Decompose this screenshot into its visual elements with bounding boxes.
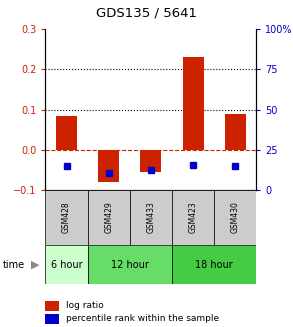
Bar <box>45 245 88 284</box>
Bar <box>88 245 172 284</box>
Bar <box>214 190 256 245</box>
Bar <box>88 190 130 245</box>
Text: percentile rank within the sample: percentile rank within the sample <box>66 314 219 323</box>
Bar <box>45 190 88 245</box>
Text: GSM433: GSM433 <box>146 201 155 233</box>
Bar <box>172 190 214 245</box>
Text: GSM428: GSM428 <box>62 202 71 233</box>
Text: 12 hour: 12 hour <box>111 260 149 270</box>
Text: time: time <box>3 260 25 270</box>
Text: ▶: ▶ <box>31 260 40 270</box>
Bar <box>56 115 77 150</box>
Bar <box>183 58 204 150</box>
Bar <box>130 190 172 245</box>
Text: log ratio: log ratio <box>66 301 104 310</box>
Bar <box>172 245 256 284</box>
Text: 18 hour: 18 hour <box>195 260 233 270</box>
Bar <box>98 150 119 182</box>
Bar <box>140 150 161 172</box>
Text: GSM430: GSM430 <box>231 201 240 233</box>
Bar <box>225 113 246 150</box>
Text: GSM429: GSM429 <box>104 201 113 233</box>
Text: 6 hour: 6 hour <box>51 260 82 270</box>
Text: GSM423: GSM423 <box>189 201 197 233</box>
Text: GDS135 / 5641: GDS135 / 5641 <box>96 7 197 20</box>
